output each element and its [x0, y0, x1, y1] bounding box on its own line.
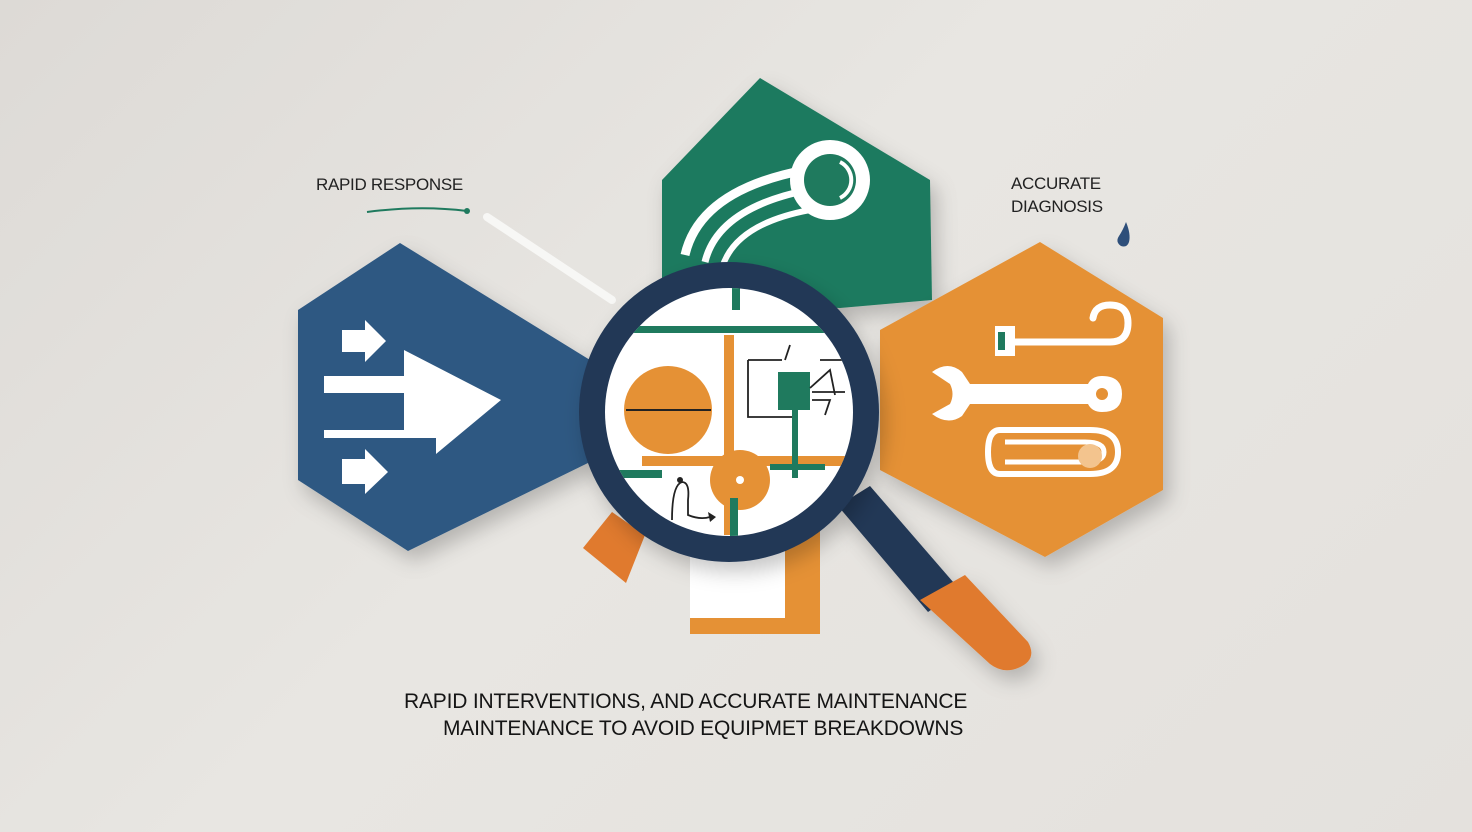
gauge-hook-icon — [680, 140, 870, 269]
caption-line-1: RAPID INTERVENTIONS, AND ACCURATE MAINTE… — [404, 690, 968, 713]
magnifier-handle — [838, 486, 1032, 671]
accurate-diagnosis-label-line1: ACCURATE — [1011, 174, 1101, 193]
accurate-diagnosis-label-line2: DIAGNOSIS — [1011, 197, 1103, 216]
rapid-response-label: RAPID RESPONSE — [316, 175, 463, 194]
arrows-icon — [324, 320, 501, 494]
drop-icon — [1117, 222, 1130, 247]
caption-line-2: MAINTENANCE TO AVOID EQUIPMET BREAKDOWNS — [443, 717, 964, 740]
pointer-line — [483, 213, 616, 304]
circuit-icon — [605, 288, 853, 536]
rapid-response-underline — [366, 207, 470, 214]
wrench-tools-icon — [932, 301, 1132, 477]
